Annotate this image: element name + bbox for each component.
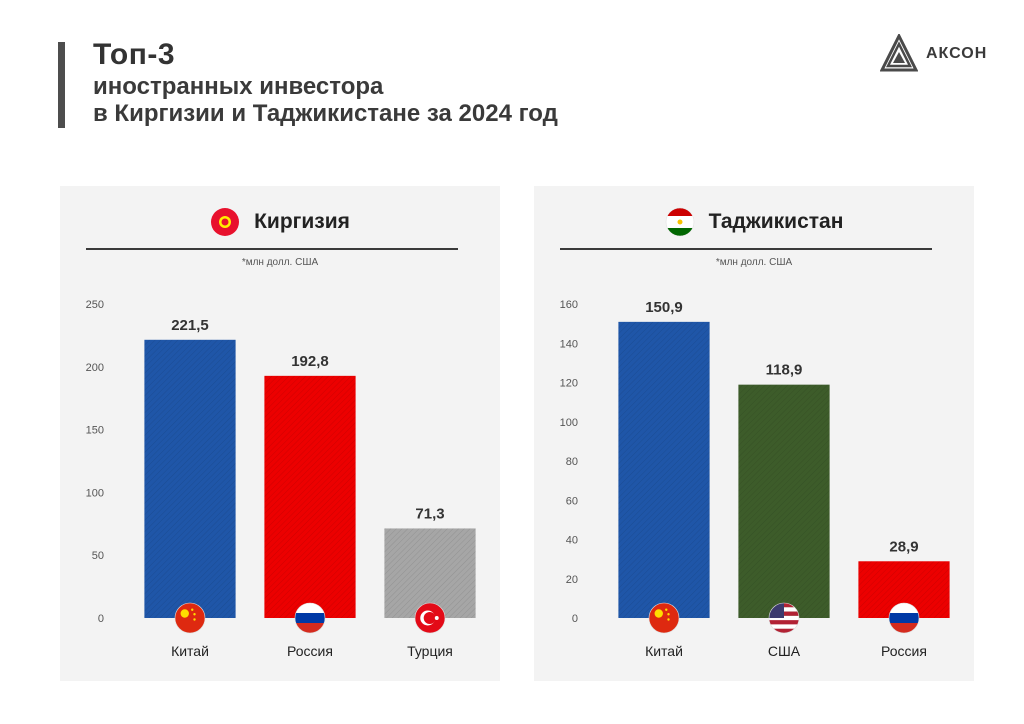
chart-panel-kyrgyzstan: Киргизия *млн долл. США 0 50 100 150 200 250 2…: [60, 186, 500, 681]
panel-header: Киргизия: [60, 204, 500, 240]
page-title: Топ-3: [93, 38, 176, 71]
bar: [618, 321, 710, 618]
chart-panel-tajikistan: Таджикистан *млн долл. США 0 20 40 60 80 100 1…: [534, 186, 974, 681]
bar-chart-kyrgyzstan: 0 50 100 150 200 250 221,5 Китай 192,8 Россия 71,3…: [86, 299, 476, 659]
y-tick-label: 100: [86, 487, 104, 499]
data-label: 221,5: [171, 317, 209, 334]
title-accent-bar: [58, 42, 65, 128]
x-category-label: Россия: [881, 643, 927, 659]
y-tick-label: 0: [572, 613, 578, 625]
y-tick-label: 160: [560, 299, 578, 311]
tajikistan-flag-icon: [665, 207, 694, 237]
y-tick-label: 50: [92, 550, 104, 562]
usa-flag-icon: [768, 602, 800, 634]
y-tick-label: 200: [86, 362, 104, 374]
x-category-label: Россия: [287, 643, 333, 659]
title-divider: [86, 248, 458, 250]
units-note: *млн долл. США: [715, 257, 793, 268]
x-category-label: Турция: [407, 643, 453, 659]
kyrgyzstan-flag-icon: [211, 208, 240, 236]
y-tick-label: 100: [560, 417, 578, 429]
y-tick-label: 40: [566, 535, 578, 547]
y-tick-label: 0: [98, 613, 104, 625]
chart-title: Таджикистан: [708, 210, 844, 233]
x-category-label: Китай: [171, 643, 209, 659]
russia-flag-icon: [294, 602, 326, 634]
data-label: 192,8: [291, 353, 329, 370]
data-label: 28,9: [889, 538, 918, 555]
page-title-block: Топ-3 иностранных инвестора в Киргизии и…: [93, 38, 558, 128]
bar-chart-tajikistan: 0 20 40 60 80 100 120 140 160 150,9 Китай 118,9 США 2…: [560, 299, 950, 659]
y-tick-label: 120: [560, 378, 578, 390]
panel-header: Таджикистан: [534, 204, 974, 240]
page-subtitle-line2: в Киргизии и Таджикистане за 2024 год: [93, 100, 558, 128]
x-category-label: Китай: [645, 643, 683, 659]
y-tick-label: 140: [560, 338, 578, 350]
data-label: 150,9: [645, 299, 683, 316]
x-category-label: США: [768, 643, 801, 659]
akson-logo-icon: [880, 34, 918, 72]
china-flag-icon: [174, 602, 206, 634]
russia-flag-icon: [888, 602, 920, 634]
y-tick-label: 150: [86, 425, 104, 437]
bar: [264, 375, 356, 618]
title-divider: [560, 248, 932, 250]
data-label: 71,3: [415, 505, 444, 522]
y-tick-label: 60: [566, 495, 578, 507]
page-subtitle-line1: иностранных инвестора: [93, 72, 384, 100]
units-note: *млн долл. США: [241, 257, 319, 268]
brand-logo: АКСОН: [880, 34, 987, 74]
chart-title: Киргизия: [254, 210, 350, 233]
data-label: 118,9: [766, 362, 803, 379]
y-tick-label: 20: [566, 574, 578, 586]
bar: [144, 339, 236, 618]
logo-text: АКСОН: [926, 45, 988, 62]
china-flag-icon: [648, 602, 680, 634]
y-tick-label: 80: [566, 456, 578, 468]
turkey-flag-icon: [414, 602, 446, 634]
bar: [738, 384, 830, 618]
y-tick-label: 250: [86, 299, 104, 311]
